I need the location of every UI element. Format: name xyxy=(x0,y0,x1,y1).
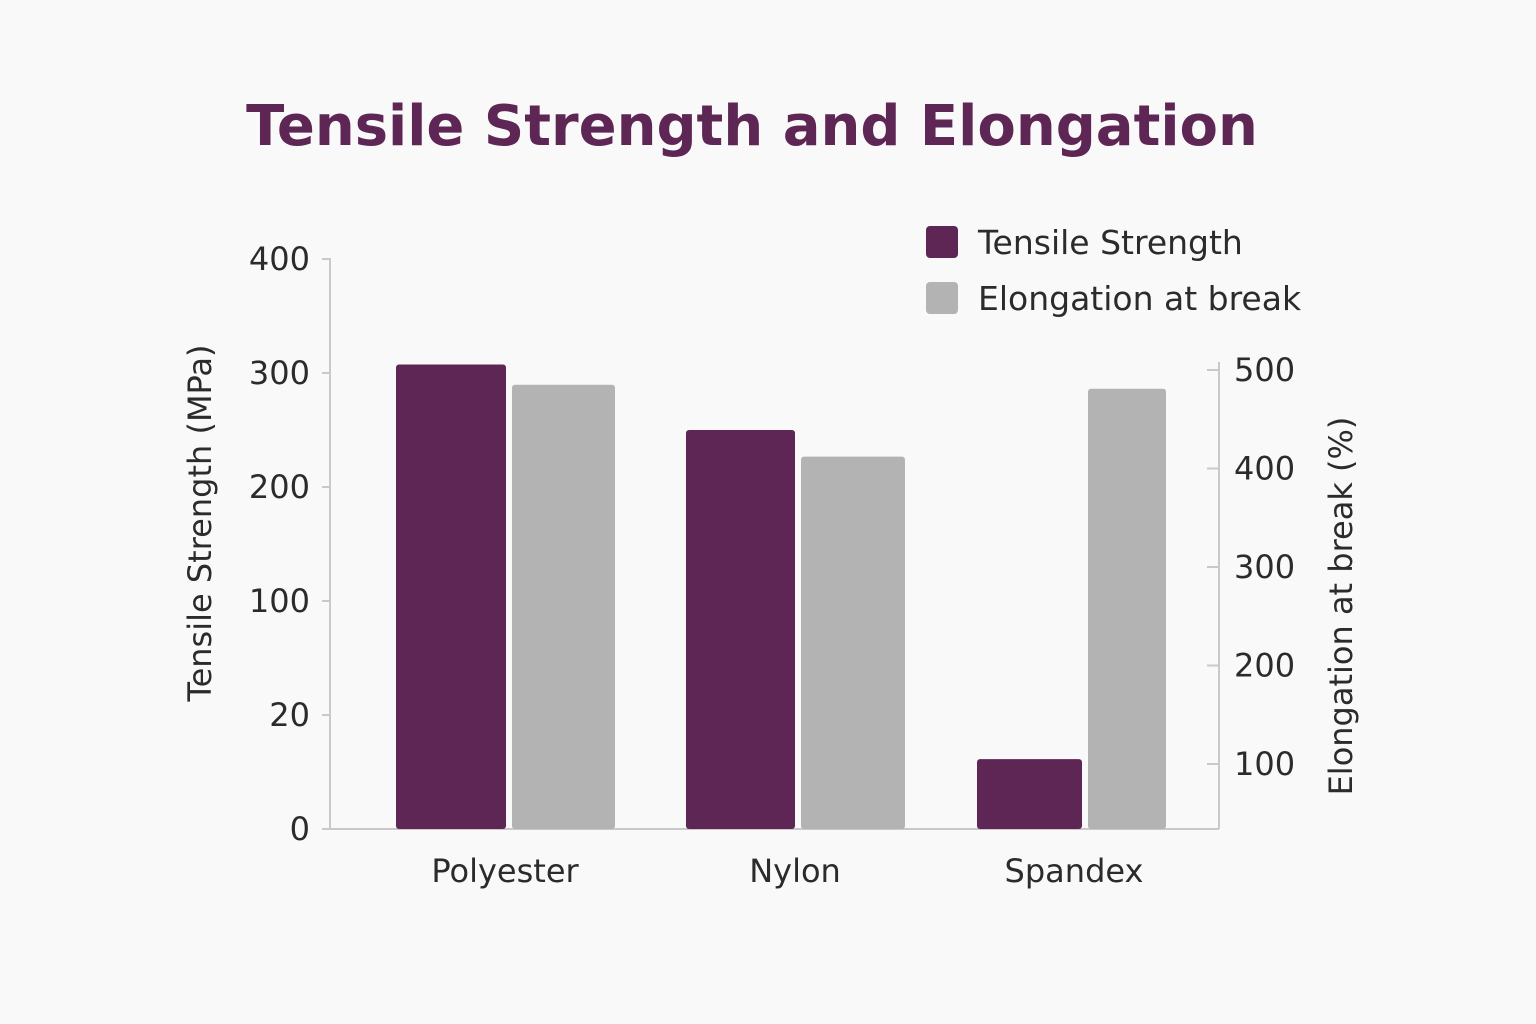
legend: Tensile Strength Elongation at break xyxy=(926,223,1302,318)
right-tick-label: 300 xyxy=(1234,548,1295,586)
legend-label-elongation: Elongation at break xyxy=(978,279,1302,318)
left-tick-label: 100 xyxy=(249,582,310,620)
left-tick-label: 200 xyxy=(249,468,310,506)
bar-tensile-strength-polyester xyxy=(396,364,506,829)
right-tick-label: 400 xyxy=(1234,450,1295,488)
chart-title: Tensile Strength and Elongation xyxy=(246,94,1258,159)
legend-swatch-tensile-strength xyxy=(926,226,958,258)
right-tick-label: 100 xyxy=(1234,745,1295,783)
left-tick-label: 0 xyxy=(290,810,310,848)
legend-swatch-elongation xyxy=(926,282,958,314)
bar-tensile-strength-spandex xyxy=(977,759,1082,829)
category-label-nylon: Nylon xyxy=(749,852,841,890)
right-tick-label: 200 xyxy=(1234,647,1295,685)
left-axis-ticks: 0 20 100 200 300 400 xyxy=(249,240,330,848)
category-labels: Polyester Nylon Spandex xyxy=(431,852,1143,890)
right-axis-ticks: 100 200 300 400 500 xyxy=(1207,351,1295,783)
left-tick-label: 400 xyxy=(249,240,310,278)
bar-elongation-nylon xyxy=(801,456,905,829)
left-tick-label: 20 xyxy=(269,696,310,734)
right-axis-title: Elongation at break (%) xyxy=(1322,417,1360,796)
left-axis-title: Tensile Strength (MPa) xyxy=(181,344,219,702)
category-label-polyester: Polyester xyxy=(431,852,579,890)
right-tick-label: 500 xyxy=(1234,351,1295,389)
left-tick-label: 300 xyxy=(249,354,310,392)
bar-tensile-strength-nylon xyxy=(686,430,795,829)
bars xyxy=(396,364,1166,829)
legend-label-tensile-strength: Tensile Strength xyxy=(977,223,1243,262)
bar-elongation-polyester xyxy=(512,384,615,829)
bar-elongation-spandex xyxy=(1088,388,1166,829)
category-label-spandex: Spandex xyxy=(1005,852,1144,890)
